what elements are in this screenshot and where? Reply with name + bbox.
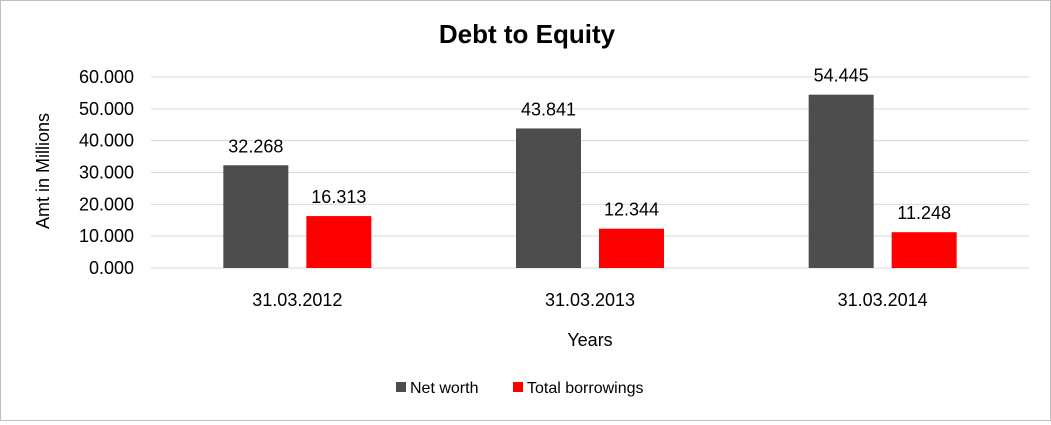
bar [223, 165, 289, 268]
x-tick-label: 31.03.2013 [545, 290, 635, 310]
legend: Net worth Total borrowings [396, 380, 644, 397]
bars [223, 94, 957, 269]
bar [306, 216, 372, 268]
y-tick-label: 30.000 [79, 163, 134, 183]
data-labels: 32.268 16.313 43.841 12.344 54.445 11.248 [228, 66, 951, 224]
legend-swatch [396, 382, 406, 392]
x-axis-label: Years [567, 330, 612, 350]
data-label: 11.248 [897, 203, 951, 223]
legend-label: Net worth [410, 380, 478, 397]
data-label: 54.445 [814, 66, 869, 86]
y-axis-label: Amt in Millions [33, 113, 53, 229]
data-label: 12.344 [604, 200, 659, 220]
y-tick-label: 50.000 [79, 99, 134, 119]
legend-label: Total borrowings [527, 380, 644, 397]
x-tick-label: 31.03.2014 [838, 290, 928, 310]
legend-swatch [513, 382, 523, 392]
data-label: 32.268 [228, 136, 283, 156]
y-tick-label: 20.000 [79, 194, 134, 214]
bar [808, 94, 874, 269]
data-label: 16.313 [311, 187, 366, 207]
gridlines [151, 76, 1029, 269]
y-axis-ticks: 0.000 10.000 20.000 30.000 40.000 50.000 60.00… [79, 67, 134, 278]
bar [516, 128, 581, 268]
y-tick-label: 10.000 [79, 226, 134, 246]
y-tick-label: 40.000 [79, 131, 134, 151]
chart-title: Debt to Equity [439, 19, 616, 49]
x-axis-ticks: 31.03.2012 31.03.2013 31.03.2014 [252, 290, 927, 310]
y-tick-label: 60.000 [79, 67, 134, 87]
bar [891, 232, 957, 268]
data-label: 43.841 [521, 99, 576, 119]
bar [599, 228, 664, 268]
x-tick-label: 31.03.2012 [252, 290, 342, 310]
y-tick-label: 0.000 [89, 258, 134, 278]
